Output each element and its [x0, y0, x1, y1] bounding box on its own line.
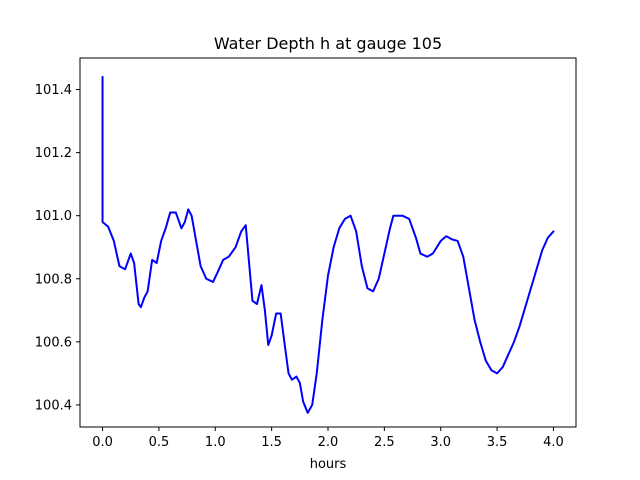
y-tick-label: 101.4 [35, 83, 72, 98]
x-tick-label: 2.0 [318, 435, 339, 450]
y-tick-label: 101.2 [35, 146, 72, 161]
x-tick-label: 0.5 [149, 435, 170, 450]
x-tick-label: 1.5 [261, 435, 282, 450]
x-tick-label: 3.0 [430, 435, 451, 450]
x-tick-label: 1.0 [205, 435, 226, 450]
x-tick-label: 3.5 [487, 435, 508, 450]
chart-title: Water Depth h at gauge 105 [214, 34, 442, 53]
x-tick-label: 4.0 [543, 435, 564, 450]
y-tick-label: 101.0 [35, 209, 72, 224]
x-tick-label: 2.5 [374, 435, 395, 450]
x-tick-label: 0.0 [92, 435, 113, 450]
y-tick-label: 100.6 [35, 335, 72, 350]
series-line [101, 75, 555, 414]
plot-area [79, 57, 577, 428]
x-axis-label: hours [310, 457, 347, 472]
y-axis: 100.4 100.6 100.8 101.0 101.2 101.4 [35, 83, 80, 413]
x-axis: 0.0 0.5 1.0 1.5 2.0 2.5 3.0 3.5 4.0 [92, 427, 564, 450]
y-tick-label: 100.4 [35, 398, 72, 413]
plot-frame [79, 57, 577, 428]
y-tick-label: 100.8 [35, 272, 72, 287]
